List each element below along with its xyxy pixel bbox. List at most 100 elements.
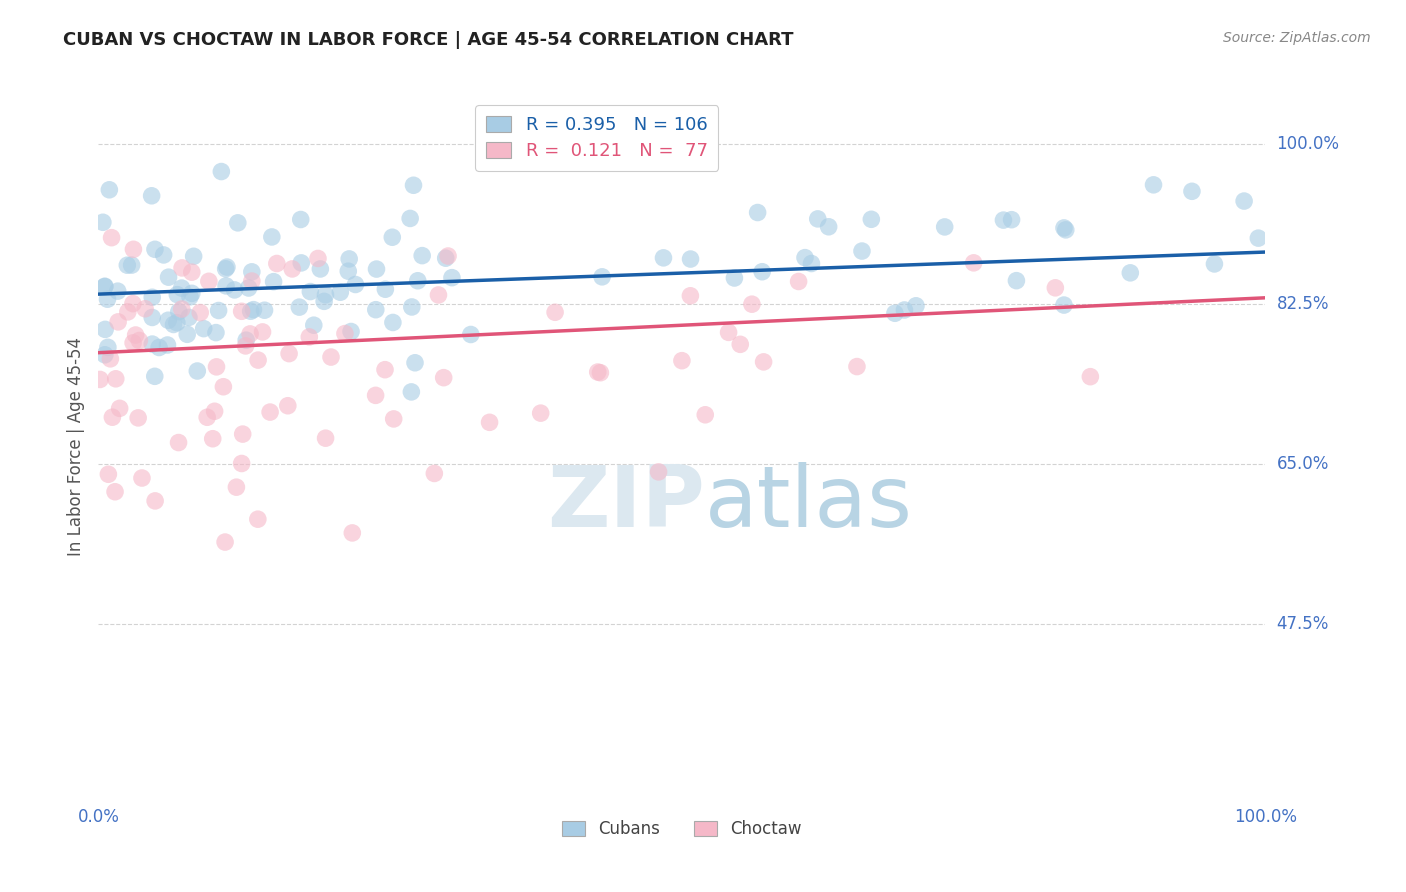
- Point: [124, 328, 146, 343]
- Point: [752, 355, 775, 369]
- Point: [107, 284, 129, 298]
- Point: [98, 351, 121, 366]
- Point: [1080, 369, 1102, 384]
- Point: [100, 230, 122, 244]
- Point: [478, 415, 501, 429]
- Point: [176, 327, 198, 342]
- Point: [1005, 274, 1028, 288]
- Y-axis label: In Labor Force | Age 45-54: In Labor Force | Age 45-54: [66, 336, 84, 556]
- Point: [278, 346, 301, 360]
- Point: [235, 333, 257, 347]
- Point: [337, 252, 360, 266]
- Point: [134, 301, 156, 316]
- Point: [215, 260, 238, 274]
- Point: [266, 256, 288, 270]
- Point: [730, 337, 752, 351]
- Point: [205, 326, 228, 340]
- Point: [247, 353, 270, 368]
- Point: [170, 260, 193, 275]
- Point: [544, 305, 567, 319]
- Point: [401, 384, 423, 399]
- Point: [179, 290, 201, 304]
- Point: [97, 467, 120, 482]
- Point: [157, 270, 180, 285]
- Point: [846, 359, 869, 374]
- Text: 47.5%: 47.5%: [1277, 615, 1329, 633]
- Point: [239, 326, 262, 341]
- Point: [239, 304, 262, 318]
- Point: [231, 304, 253, 318]
- Point: [1233, 194, 1256, 208]
- Point: [122, 296, 145, 310]
- Point: [94, 279, 117, 293]
- Legend: Cubans, Choctaw: Cubans, Choctaw: [555, 814, 808, 845]
- Point: [309, 262, 332, 277]
- Point: [381, 316, 404, 330]
- Point: [260, 230, 283, 244]
- Point: [214, 261, 236, 276]
- Point: [141, 188, 163, 202]
- Point: [152, 248, 174, 262]
- Point: [679, 289, 702, 303]
- Point: [97, 340, 120, 354]
- Point: [141, 337, 163, 351]
- Point: [381, 230, 404, 244]
- Point: [94, 279, 117, 293]
- Point: [427, 288, 450, 302]
- Text: Source: ZipAtlas.com: Source: ZipAtlas.com: [1223, 31, 1371, 45]
- Point: [307, 252, 329, 266]
- Point: [122, 335, 145, 350]
- Text: atlas: atlas: [706, 461, 914, 545]
- Point: [530, 406, 553, 420]
- Point: [817, 219, 839, 234]
- Point: [117, 305, 139, 319]
- Point: [94, 348, 117, 362]
- Point: [671, 353, 693, 368]
- Point: [884, 306, 907, 320]
- Point: [1204, 257, 1226, 271]
- Point: [1000, 212, 1022, 227]
- Point: [717, 326, 740, 340]
- Point: [437, 249, 460, 263]
- Point: [962, 256, 984, 270]
- Point: [366, 262, 388, 277]
- Point: [167, 435, 190, 450]
- Point: [224, 283, 246, 297]
- Point: [98, 183, 121, 197]
- Point: [170, 301, 193, 316]
- Point: [934, 219, 956, 234]
- Point: [993, 213, 1015, 227]
- Point: [314, 294, 336, 309]
- Point: [314, 287, 336, 301]
- Point: [904, 299, 927, 313]
- Point: [695, 408, 717, 422]
- Point: [204, 404, 226, 418]
- Point: [108, 401, 131, 416]
- Point: [800, 256, 823, 270]
- Point: [242, 302, 264, 317]
- Point: [232, 427, 254, 442]
- Point: [1053, 221, 1076, 235]
- Point: [401, 300, 423, 314]
- Point: [364, 388, 387, 402]
- Point: [679, 252, 702, 266]
- Point: [342, 525, 364, 540]
- Point: [433, 370, 456, 384]
- Point: [157, 313, 180, 327]
- Point: [180, 286, 202, 301]
- Point: [374, 282, 396, 296]
- Point: [374, 362, 396, 376]
- Point: [259, 405, 281, 419]
- Point: [240, 274, 263, 288]
- Point: [647, 465, 669, 479]
- Point: [96, 292, 118, 306]
- Point: [201, 432, 224, 446]
- Point: [652, 251, 675, 265]
- Point: [1181, 184, 1204, 198]
- Point: [281, 261, 304, 276]
- Point: [177, 310, 200, 325]
- Point: [225, 480, 247, 494]
- Point: [794, 251, 817, 265]
- Point: [406, 274, 429, 288]
- Point: [246, 512, 269, 526]
